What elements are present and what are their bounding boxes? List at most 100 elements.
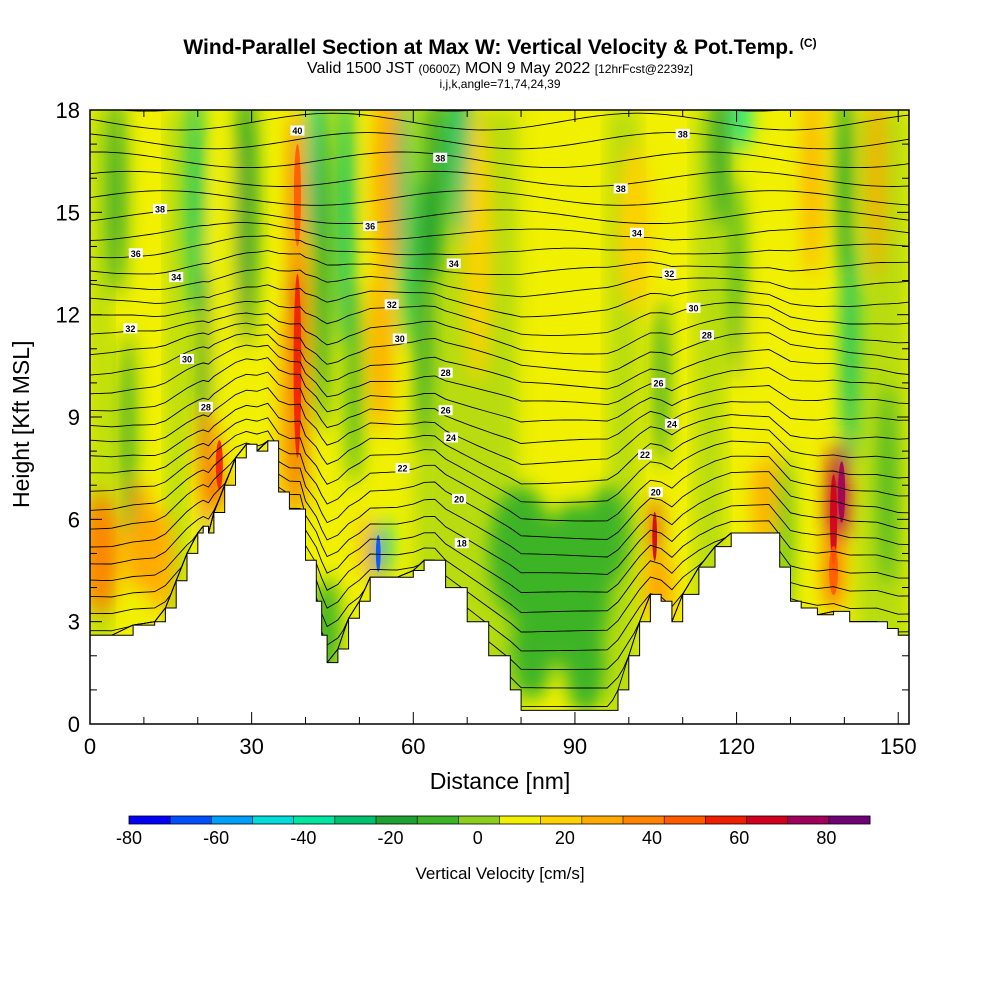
- colorbar-segment: [746, 816, 789, 824]
- isentrope-line: [90, 75, 909, 93]
- isentrope-label-bg: [169, 272, 184, 283]
- chart-indices: i,j,k,angle=71,74,24,39: [439, 77, 561, 91]
- velocity-cell: [841, 229, 858, 469]
- isentrope-line: [90, 299, 909, 336]
- isentrope-label: 24: [444, 432, 459, 443]
- colorbar-segment: [705, 816, 747, 824]
- isentrope-label: 32: [662, 268, 677, 279]
- isentrope-label: 30: [179, 354, 194, 365]
- colorbar-segment: [458, 816, 500, 824]
- terrain-mask: [89, 440, 910, 725]
- isentrope-label-bg: [699, 330, 714, 341]
- velocity-core: [293, 144, 302, 247]
- isentrope-label-text: 34: [632, 228, 642, 238]
- colorbar-tick-label: 20: [555, 828, 575, 848]
- y-tick-label: 6: [68, 507, 80, 532]
- velocity-cell: [213, 144, 241, 486]
- isentrope-label-bg: [648, 487, 663, 498]
- isentrope-label-bg: [128, 248, 143, 259]
- isentrope-label: 28: [438, 367, 453, 378]
- colorbar-tick-label: 60: [729, 828, 749, 848]
- isentrope-label-text: 36: [131, 249, 141, 259]
- isentrope-line: [90, 430, 909, 522]
- velocity-core: [293, 273, 302, 458]
- valid-zulu: (0600Z): [418, 62, 461, 76]
- velocity-core: [830, 474, 838, 565]
- isentrope-label-bg: [662, 268, 677, 279]
- colorbar-segment: [129, 816, 171, 824]
- velocity-cell: [868, 110, 885, 281]
- velocity-core: [375, 535, 381, 572]
- y-tick-label: 15: [56, 200, 80, 225]
- y-tick-label: 3: [68, 610, 80, 635]
- x-axis-label: Distance [nm]: [429, 768, 571, 794]
- isentrope-label-bg: [363, 220, 378, 231]
- colorbar-tick-label: 80: [816, 828, 836, 848]
- isentrope-label-text: 28: [702, 331, 712, 341]
- colorbar-segment: [581, 816, 624, 824]
- colorbar-segment: [417, 816, 459, 824]
- velocity-cell: [337, 110, 355, 349]
- colorbar-tick-label: -20: [378, 828, 404, 848]
- isentrope-label-text: 26: [653, 378, 663, 388]
- velocity-cell: [510, 597, 554, 701]
- isentrope-line: [90, 151, 909, 169]
- isentrope-label-text: 26: [441, 406, 451, 416]
- colorbar-segment: [334, 816, 377, 824]
- isentrope-line: [90, 387, 909, 465]
- colorbar-label: Vertical Velocity [cm/s]: [415, 864, 585, 883]
- isentrope-line: [90, 417, 909, 503]
- isentrope-label-bg: [651, 377, 666, 388]
- isentrope-label-text: 24: [446, 433, 456, 443]
- colorbar-segment: [664, 816, 706, 824]
- velocity-cell: [426, 110, 443, 281]
- x-tick-label: 60: [401, 734, 425, 759]
- isentrope-label: 22: [637, 449, 652, 460]
- isentrope-label: 38: [153, 203, 168, 214]
- isentrope-label-bg: [198, 401, 213, 412]
- colorbar-segment: [787, 816, 830, 824]
- isentrope-label-bg: [290, 125, 305, 136]
- colorbar-segment: [293, 816, 336, 824]
- valid-time: Valid 1500 JST: [306, 60, 414, 77]
- y-axis-label: Height [Kft MSL]: [8, 340, 34, 508]
- isentrope-line: [90, 132, 909, 150]
- isentrope-label-text: 30: [182, 355, 192, 365]
- chart-subtitle: Valid 1500 JST (0600Z) MON 9 May 2022 [1…: [0, 60, 1000, 78]
- colorbar-tick-label: -80: [116, 828, 142, 848]
- isentrope-label: 20: [452, 493, 467, 504]
- isentrope-label-bg: [438, 367, 453, 378]
- velocity-cell: [836, 110, 853, 281]
- chart-title: Wind-Parallel Section at Max W: Vertical…: [0, 36, 1000, 60]
- isentrope-label-bg: [613, 183, 628, 194]
- isentrope-line: [90, 440, 909, 540]
- isentrope-label: 34: [169, 272, 184, 283]
- isentrope-label-bg: [454, 538, 469, 549]
- isentrope-label-text: 20: [651, 488, 661, 498]
- isentrope-label: 22: [395, 463, 410, 474]
- isentrope-label-text: 32: [664, 269, 674, 279]
- isentrope-label: 36: [363, 220, 378, 231]
- colorbar-tick-label: -60: [203, 828, 229, 848]
- isentrope-label-text: 36: [365, 221, 375, 231]
- colorbar-segment: [623, 816, 665, 824]
- x-tick-label: 120: [718, 734, 755, 759]
- velocity-cell: [121, 331, 135, 537]
- velocity-cell: [90, 492, 117, 615]
- isentrope-label-text: 30: [688, 303, 698, 313]
- isentrope-label-bg: [395, 463, 410, 474]
- isentrope-label-bg: [675, 128, 690, 139]
- velocity-cell: [448, 110, 470, 237]
- colorbar-tick-label: 0: [473, 828, 483, 848]
- velocity-cell: [803, 110, 821, 281]
- y-tick-label: 9: [68, 405, 80, 430]
- isentrope-line: [90, 371, 909, 444]
- velocity-cell: [585, 485, 629, 588]
- isentrope-label-bg: [446, 258, 461, 269]
- isentrope-label-text: 34: [449, 259, 459, 269]
- isentrope-label: 38: [433, 152, 448, 163]
- isentrope-label: 26: [438, 405, 453, 416]
- colorbar-segment: [211, 816, 253, 824]
